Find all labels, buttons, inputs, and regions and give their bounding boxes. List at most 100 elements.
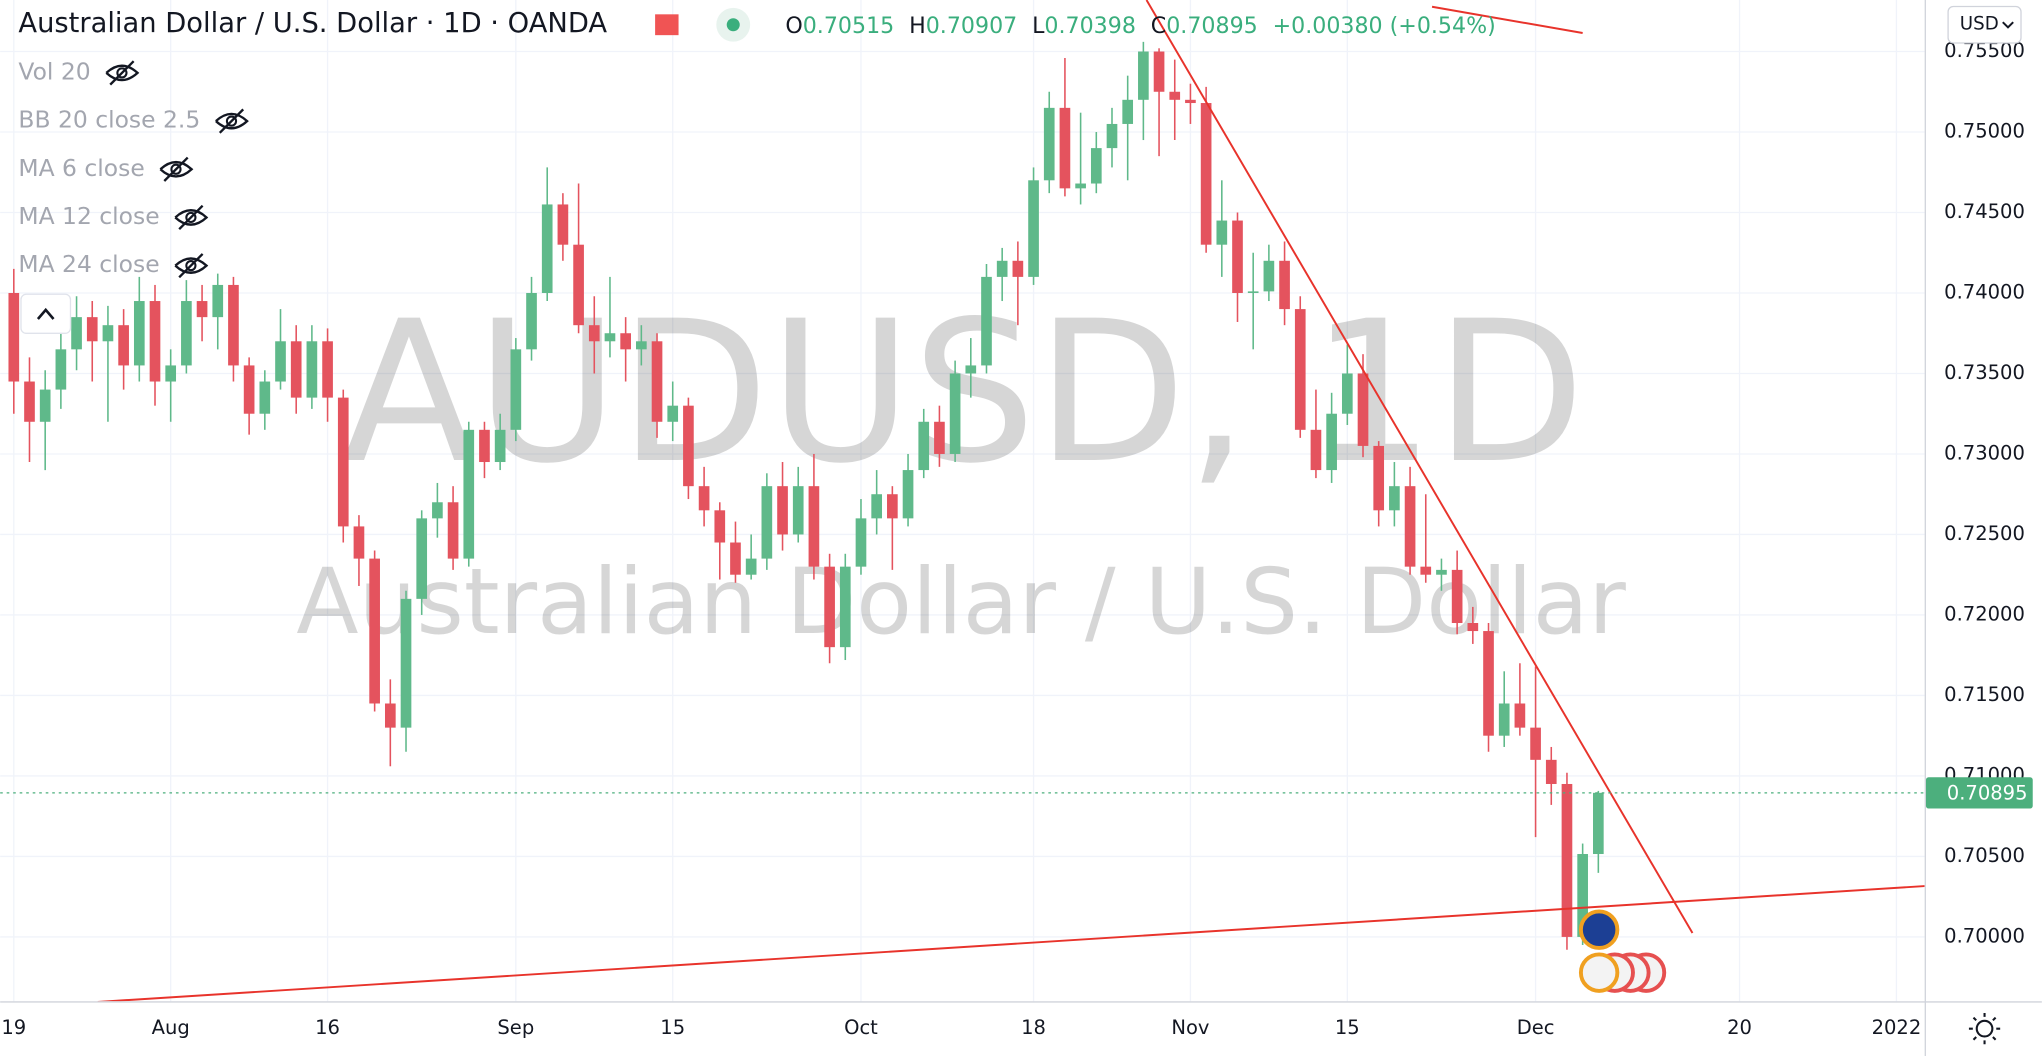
candle-body bbox=[1436, 569, 1447, 575]
candle-body bbox=[934, 421, 945, 454]
x-tick-label: 16 bbox=[315, 1016, 340, 1039]
x-tick-label: Oct bbox=[844, 1016, 878, 1039]
candle-body bbox=[902, 470, 914, 519]
candle-body bbox=[1185, 99, 1196, 104]
legend-high: 0.70907 bbox=[926, 13, 1018, 39]
y-tick-label: 0.74500 bbox=[1944, 200, 2025, 223]
event-au[interactable] bbox=[1578, 909, 1620, 950]
y-tick-label: 0.70000 bbox=[1944, 924, 2025, 947]
indicator-label: MA 12 close bbox=[18, 202, 159, 230]
settings-icon[interactable] bbox=[1968, 1013, 2001, 1045]
candle-body bbox=[463, 429, 475, 559]
candle-body bbox=[1514, 703, 1526, 728]
candle-body bbox=[1530, 727, 1541, 760]
legend-letter: O bbox=[785, 13, 802, 39]
y-tick-label: 0.72500 bbox=[1944, 522, 2025, 545]
candle-body bbox=[918, 421, 930, 471]
collapse-button[interactable] bbox=[20, 293, 72, 334]
candle-body bbox=[1043, 107, 1055, 181]
candle-body bbox=[573, 244, 584, 326]
candle-body bbox=[620, 333, 631, 350]
candle-body bbox=[181, 301, 192, 366]
event-us[interactable] bbox=[1578, 952, 1620, 993]
candle-body bbox=[1106, 123, 1118, 149]
candle-body bbox=[102, 325, 114, 342]
candle-body bbox=[39, 389, 51, 422]
trendline bbox=[97, 885, 1925, 1002]
trendlines bbox=[97, 0, 1925, 1002]
candle-body bbox=[447, 502, 459, 559]
legend-letter: H bbox=[909, 13, 926, 39]
candle-body bbox=[432, 502, 443, 519]
x-tick-label: 2022 bbox=[1872, 1016, 1922, 1039]
candle-body bbox=[1247, 291, 1259, 293]
last-price-tag bbox=[1925, 777, 2033, 809]
indicator-label: MA 6 close bbox=[18, 154, 144, 182]
hidden-eye-icon bbox=[105, 60, 140, 86]
hidden-eye-icon bbox=[174, 253, 209, 279]
candle-body bbox=[416, 518, 428, 599]
candle-body bbox=[479, 429, 490, 463]
collapse-icon bbox=[36, 307, 55, 320]
candle-body bbox=[290, 341, 302, 398]
candle-body bbox=[526, 292, 537, 350]
candle-body bbox=[1593, 792, 1604, 855]
candle-body bbox=[228, 284, 239, 366]
y-tick-label: 0.72000 bbox=[1944, 602, 2025, 625]
candle-body bbox=[777, 486, 788, 535]
candle-body bbox=[118, 325, 129, 366]
y-tick-label: 0.70500 bbox=[1944, 844, 2025, 867]
candle-body bbox=[839, 566, 851, 648]
candle-body bbox=[275, 341, 286, 382]
candle-body bbox=[1561, 783, 1573, 937]
x-tick-label: Nov bbox=[1171, 1016, 1209, 1039]
candle-body bbox=[149, 301, 161, 382]
candle-body bbox=[369, 558, 380, 704]
hidden-eye-icon bbox=[159, 156, 194, 182]
candle-body bbox=[71, 317, 82, 350]
candle-body bbox=[1467, 623, 1479, 632]
candle-body bbox=[55, 349, 67, 390]
candle-body bbox=[1373, 445, 1385, 511]
candle-body bbox=[133, 301, 145, 366]
hidden-eye-pupil bbox=[225, 115, 238, 127]
candle-body bbox=[1216, 220, 1228, 245]
candle-body bbox=[667, 405, 679, 422]
currency-button[interactable] bbox=[1947, 5, 2022, 44]
candle-body bbox=[1153, 51, 1165, 92]
axis-labels: 0.700000.705000.710000.715000.720000.725… bbox=[1, 39, 2025, 1039]
candle-body bbox=[384, 703, 396, 728]
candle-body bbox=[824, 566, 835, 648]
candle-body bbox=[165, 365, 177, 382]
candle-body bbox=[730, 542, 741, 575]
candle-body bbox=[494, 429, 506, 463]
hidden-eye-pupil bbox=[116, 67, 128, 79]
candle-body bbox=[1263, 260, 1275, 292]
hidden-eye-icon bbox=[174, 204, 209, 230]
candle-body bbox=[792, 486, 804, 535]
candle-body bbox=[1294, 309, 1306, 430]
candle-body bbox=[636, 341, 647, 350]
settings-circle bbox=[1975, 1019, 1994, 1038]
candle-body bbox=[196, 301, 208, 318]
candle-body bbox=[855, 518, 867, 567]
candle-body bbox=[322, 341, 333, 398]
hidden-eye-icon bbox=[215, 108, 249, 134]
x-tick-label: Dec bbox=[1517, 1016, 1555, 1039]
currency-chevron bbox=[2002, 21, 2014, 29]
legend-letter: C bbox=[1151, 13, 1166, 39]
flag-icon[interactable] bbox=[655, 14, 679, 36]
y-tick-label: 0.73000 bbox=[1944, 441, 2025, 464]
candle-body bbox=[1279, 260, 1290, 310]
candle-body bbox=[1341, 373, 1353, 414]
candle-body bbox=[965, 365, 977, 374]
candle-body bbox=[949, 373, 961, 454]
x-tick-label: 18 bbox=[1021, 1016, 1046, 1039]
y-tick-label: 0.71500 bbox=[1944, 683, 2025, 706]
candle-body bbox=[1012, 260, 1024, 277]
candle-body bbox=[604, 333, 616, 342]
candle-body bbox=[1138, 51, 1149, 100]
candle-body bbox=[353, 526, 365, 559]
